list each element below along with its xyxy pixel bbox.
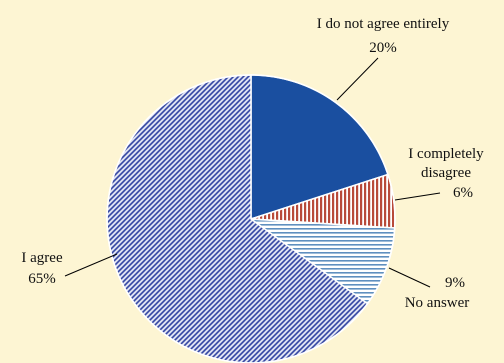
leader-lines-layer [64, 57, 441, 288]
slice-value-label-2: 9% [445, 275, 465, 291]
slice-value-label-1: 6% [453, 185, 473, 201]
pie-outline [106, 74, 396, 363]
slice-value-label-3: 65% [28, 271, 56, 287]
slice-label-0-line-0: I do not agree entirely [317, 16, 450, 32]
leader-line-1 [394, 192, 441, 201]
leader-line-0 [336, 57, 379, 101]
slice-label-2-line-0: No answer [405, 295, 470, 311]
slice-label-1-line-1: disagree [421, 165, 471, 181]
slices-layer [106, 74, 396, 363]
leader-line-3 [64, 253, 118, 277]
leader-line-2 [388, 267, 431, 288]
labels-layer: I do not agree entirely 20% I completely di… [21, 16, 484, 311]
slice-label-1-line-0: I completely [408, 146, 484, 162]
slice-value-label-0: 20% [369, 40, 397, 56]
slice-label-3-line-0: I agree [21, 250, 63, 266]
